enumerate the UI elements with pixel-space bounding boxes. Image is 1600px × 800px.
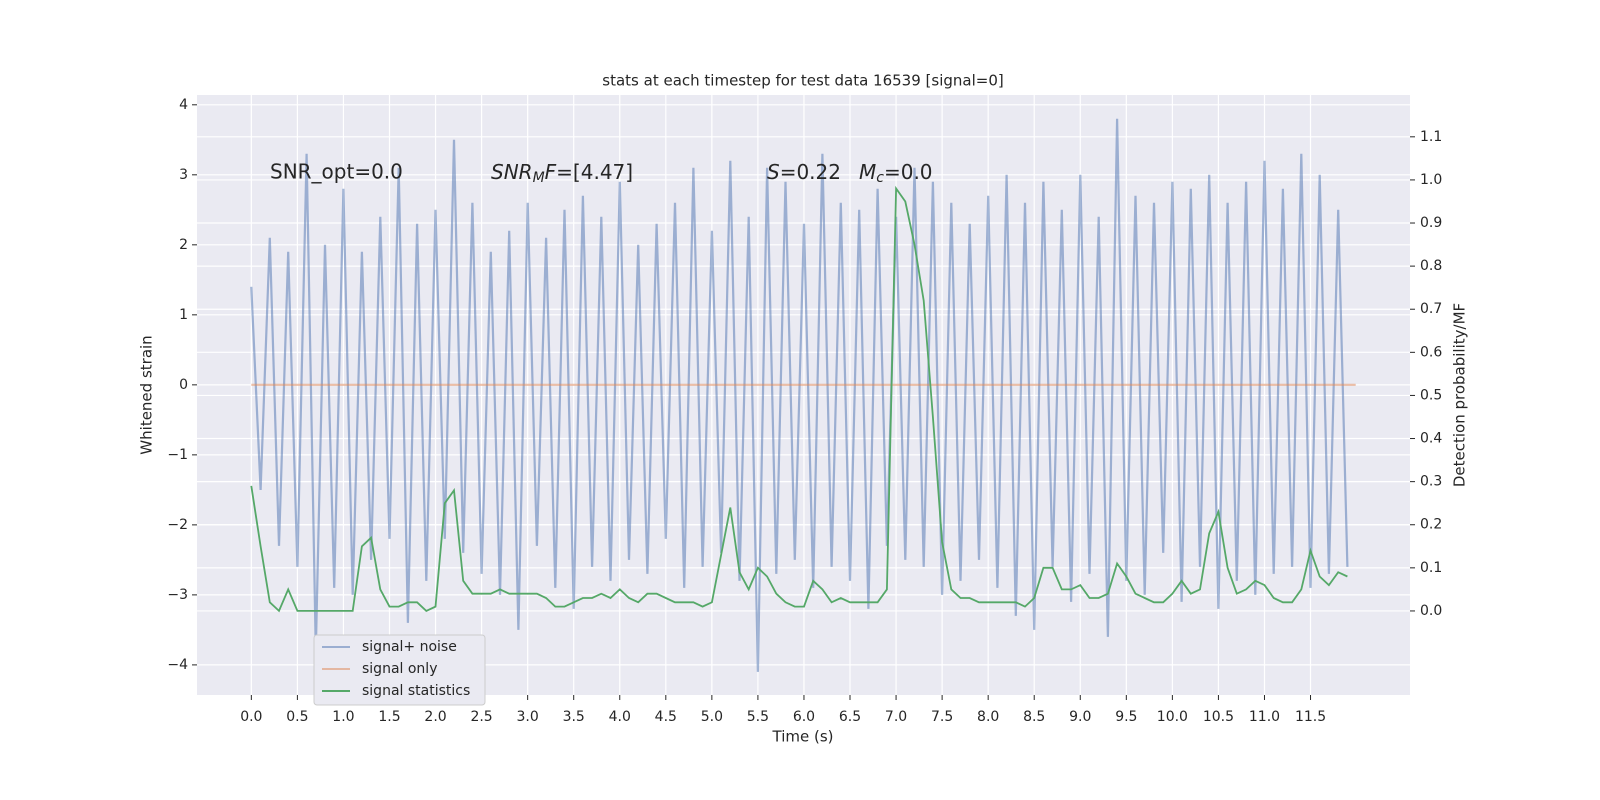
- y-tick-label: 2: [179, 237, 188, 253]
- x-tick-label: 6.5: [839, 709, 861, 725]
- y2-tick-label: 0.6: [1420, 344, 1442, 360]
- x-tick-label: 8.0: [977, 709, 999, 725]
- y-tick-label: −2: [167, 517, 188, 533]
- annotation: Mc=0.0: [859, 160, 933, 187]
- series-line: [250, 185, 1348, 613]
- y-tick-label: 4: [179, 97, 188, 113]
- x-tick-label: 2.5: [470, 709, 492, 725]
- y2-axis-label: Detection probability/MF: [1451, 303, 1469, 487]
- chart-title: stats at each timestep for test data 165…: [602, 72, 1003, 90]
- x-tick-label: 1.0: [332, 709, 354, 725]
- legend-label: signal statistics: [362, 683, 470, 699]
- annotation-part: =0.22: [780, 160, 841, 184]
- y2-tick-label: 0.3: [1420, 474, 1442, 490]
- x-tick-label: 5.0: [701, 709, 723, 725]
- x-tick-label: 8.5: [1023, 709, 1045, 725]
- x-tick-label: 7.5: [931, 709, 953, 725]
- x-tick-label: 0.0: [240, 709, 262, 725]
- y2-tick-label: 0.4: [1420, 431, 1442, 447]
- annotation: S=0.22: [767, 160, 841, 184]
- x-tick-label: 10.5: [1203, 709, 1234, 725]
- annotation-part: =0.0: [884, 160, 933, 184]
- legend-box: [313, 634, 486, 706]
- x-tick-label: 1.5: [378, 709, 400, 725]
- y-tick-label: −4: [167, 657, 188, 673]
- annotation-part: c: [876, 170, 884, 186]
- x-tick-label: 11.5: [1295, 709, 1326, 725]
- x-tick-label: 10.0: [1157, 709, 1188, 725]
- annotation-part: M: [533, 170, 545, 186]
- y-tick-label: −3: [167, 587, 188, 603]
- y2-tick-label: 0.8: [1420, 258, 1442, 274]
- x-tick-label: 9.5: [1115, 709, 1137, 725]
- annotation-part: M: [859, 160, 876, 184]
- x-tick-label: 4.5: [655, 709, 677, 725]
- y-tick-label: −1: [167, 447, 188, 463]
- y2-tick-label: 0.5: [1420, 387, 1442, 403]
- series-line: [250, 118, 1349, 672]
- annotation: SNR_opt=0.0: [270, 160, 403, 184]
- x-tick-label: 7.0: [885, 709, 907, 725]
- x-tick-label: 2.0: [424, 709, 446, 725]
- x-tick-label: 6.0: [793, 709, 815, 725]
- y2-tick-label: 0.0: [1420, 603, 1442, 619]
- y2-tick-label: 0.7: [1420, 301, 1442, 317]
- x-tick-label: 11.0: [1249, 709, 1280, 725]
- annotation: SNRMF=[4.47]: [491, 160, 633, 187]
- y-axis-label: Whitened strain: [138, 335, 156, 454]
- y2-tick-label: 0.1: [1420, 560, 1442, 576]
- x-axis-label: Time (s): [772, 728, 834, 746]
- y-tick-label: 3: [179, 167, 188, 183]
- y2-tick-label: 0.2: [1420, 517, 1442, 533]
- annotation-part: SNR: [491, 160, 533, 184]
- y2-tick-label: 0.9: [1420, 215, 1442, 231]
- x-tick-label: 0.5: [286, 709, 308, 725]
- x-tick-label: 5.5: [747, 709, 769, 725]
- annotation-part: =[4.47]: [556, 160, 633, 184]
- annotation-part: S: [767, 160, 780, 184]
- annotation-part: F: [545, 160, 557, 184]
- y-tick-label: 0: [179, 377, 188, 393]
- y-tick-label: 1: [179, 307, 188, 323]
- x-tick-label: 4.0: [609, 709, 631, 725]
- x-tick-label: 3.0: [517, 709, 539, 725]
- y2-tick-label: 1.0: [1420, 172, 1442, 188]
- legend: signal+ noise signal only signal statistic…: [313, 634, 486, 706]
- x-tick-label: 9.0: [1069, 709, 1091, 725]
- x-tick-label: 3.5: [563, 709, 585, 725]
- legend-label: signal only: [362, 661, 437, 677]
- y2-tick-label: 1.1: [1420, 129, 1442, 145]
- legend-label: signal+ noise: [362, 639, 457, 655]
